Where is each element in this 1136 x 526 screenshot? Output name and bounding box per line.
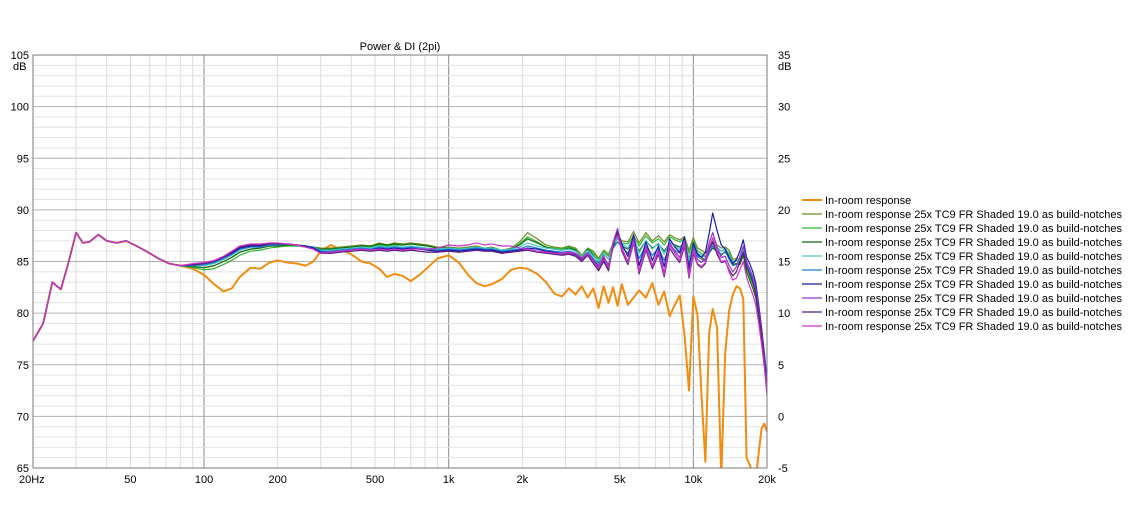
- y-tick-label: 65: [17, 463, 29, 475]
- legend-entry: In-room response 25x TC9 FR Shaded 19.0 …: [825, 321, 1122, 333]
- x-tick-label: 500: [366, 474, 384, 486]
- legend-entry: In-room response 25x TC9 FR Shaded 19.0 …: [825, 279, 1122, 291]
- y-tick-label: 90: [17, 205, 29, 217]
- y2-tick-label: 0: [778, 411, 784, 423]
- y2-tick-label: -5: [778, 463, 788, 475]
- y-tick-label: 105: [11, 50, 29, 62]
- legend-entry: In-room response 25x TC9 FR Shaded 19.0 …: [825, 265, 1122, 277]
- legend-entry: In-room response 25x TC9 FR Shaded 19.0 …: [825, 209, 1122, 221]
- legend-entry: In-room response: [825, 195, 911, 207]
- x-tick-label: 20k: [758, 474, 776, 486]
- y-tick-label: 70: [17, 411, 29, 423]
- legend: In-room response In-room response 25x TC9…: [802, 195, 1122, 333]
- x-tick-label: 50: [124, 474, 136, 486]
- x-tick-label: 100: [195, 474, 213, 486]
- y-tick-label: 80: [17, 308, 29, 320]
- grid: [32, 54, 768, 469]
- legend-entry: In-room response 25x TC9 FR Shaded 19.0 …: [825, 237, 1122, 249]
- y2-tick-label: 20: [778, 205, 790, 217]
- series-line-tc9-8: [33, 231, 767, 394]
- plot-frame: [32, 54, 768, 469]
- x-tick-label: 2k: [517, 474, 529, 486]
- y-tick-label: 100: [11, 102, 29, 114]
- y2-tick-label: 15: [778, 257, 790, 269]
- y2-tick-label: 5: [778, 360, 784, 372]
- series-line-tc9-9: [33, 231, 767, 396]
- y-tick-label: 95: [17, 153, 29, 165]
- x-tick-label: 1k: [443, 474, 455, 486]
- y2-tick-label: 10: [778, 308, 790, 320]
- legend-entry: In-room response 25x TC9 FR Shaded 19.0 …: [825, 307, 1122, 319]
- y2-tick-label: 30: [778, 102, 790, 114]
- y-tick-label: 75: [17, 360, 29, 372]
- series-line-in-room-response: [33, 231, 767, 468]
- chart-title: Power & DI (2pi): [360, 41, 441, 53]
- x-tick-label: 20Hz: [19, 474, 45, 486]
- axis-labels: 20Hz 50 100 200 500 1k 2k 5k 10k 20k6570758085909…: [11, 50, 791, 486]
- x-tick-label: 200: [268, 474, 286, 486]
- x-tick-label: 10k: [684, 474, 702, 486]
- right-axis-unit: dB: [778, 61, 791, 73]
- y-tick-label: 85: [17, 257, 29, 269]
- legend-entry: In-room response 25x TC9 FR Shaded 19.0 …: [825, 251, 1122, 263]
- y2-tick-label: 25: [778, 153, 790, 165]
- left-axis-unit: dB: [13, 61, 26, 73]
- y2-tick-label: 35: [778, 50, 790, 62]
- series-layer: [33, 212, 767, 468]
- legend-entry: In-room response 25x TC9 FR Shaded 19.0 …: [825, 223, 1122, 235]
- legend-entry: In-room response 25x TC9 FR Shaded 19.0 …: [825, 293, 1122, 305]
- x-tick-label: 5k: [614, 474, 626, 486]
